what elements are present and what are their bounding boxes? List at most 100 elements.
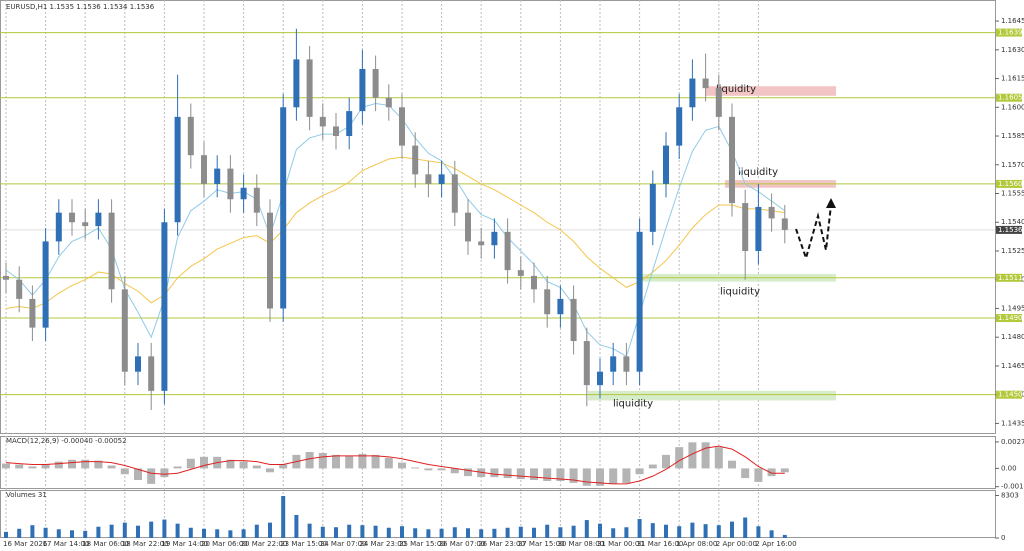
candle-body: [531, 275, 537, 290]
macd-bar: [411, 467, 420, 469]
volume-bar: [109, 524, 114, 538]
level-label: 1.1490: [998, 314, 1023, 322]
volume-bar: [690, 522, 695, 538]
volume-bar: [637, 519, 642, 538]
macd-title: MACD(12,26,9) -0.00040 -0.00052: [6, 437, 127, 445]
volume-bar: [83, 530, 88, 538]
macd-bar: [424, 468, 433, 471]
liquidity-zone: [706, 86, 836, 96]
zone-label: liquidity: [738, 167, 778, 178]
volume-bar: [466, 528, 470, 538]
volume-bar: [188, 527, 193, 538]
candle-body: [557, 298, 564, 315]
volume-bar: [598, 523, 602, 538]
macd-bar: [582, 468, 591, 486]
candle-body: [372, 68, 379, 98]
candle-body: [227, 168, 234, 200]
current-price: 1.1536: [998, 226, 1023, 234]
candle-body: [663, 145, 669, 184]
level-label: 1.1639: [998, 29, 1023, 37]
candle-body: [755, 206, 762, 251]
candle-body: [108, 212, 115, 290]
volume-bar: [782, 534, 787, 538]
volume-bar: [716, 525, 721, 538]
macd-bar: [54, 461, 63, 469]
x-tick-label: 24 Mar 23:00: [359, 540, 406, 548]
candle-body: [148, 356, 155, 391]
candle-body: [768, 206, 775, 219]
volume-bar: [505, 527, 510, 538]
candle-body: [55, 212, 62, 242]
macd-signal: [5, 445, 785, 485]
volume-bar: [769, 530, 774, 538]
y-tick-label: 1.1540: [1001, 218, 1024, 226]
candle-body: [16, 279, 23, 299]
y-tick-label: 0.00: [1001, 464, 1017, 472]
candle-body: [95, 212, 102, 227]
y-tick-label: 1.1495: [1001, 304, 1024, 312]
macd-bar: [371, 454, 380, 469]
volume-bar: [360, 525, 365, 538]
candle-body: [135, 356, 141, 372]
y-tick-label: 8303: [1001, 491, 1019, 499]
volume-bar: [202, 528, 206, 538]
candle-body: [781, 218, 788, 230]
volume-bar: [268, 522, 272, 538]
volume-bar: [756, 526, 761, 538]
macd-bar: [688, 442, 697, 469]
macd-bar: [754, 468, 763, 482]
candle-body: [597, 371, 603, 386]
volume-bar: [452, 527, 457, 538]
macd-bar: [398, 462, 406, 469]
candle-body: [29, 298, 36, 328]
volume-bar: [532, 527, 536, 538]
y-tick-label: 1.1645: [1001, 17, 1024, 25]
volume-bar: [426, 529, 431, 538]
level-label-box: [996, 179, 1022, 188]
x-tick-label: 25 Mar 15:00: [399, 540, 446, 548]
macd-bar: [675, 447, 684, 469]
volume-bar: [650, 523, 655, 538]
volume-bar: [122, 522, 127, 538]
candle-body: [491, 231, 498, 246]
candle-body: [174, 116, 181, 223]
y-tick-label: 0: [1001, 534, 1005, 542]
volume-bar: [664, 524, 668, 538]
volume-bar: [677, 526, 682, 538]
x-tick-label: 1 Apr 08:00: [676, 540, 717, 548]
y-tick-label: 1.1435: [1001, 419, 1024, 427]
x-tick-label: 27 Mar 15:00: [518, 540, 565, 548]
macd-bar: [173, 466, 182, 469]
y-tick-label: 1.1600: [1001, 103, 1024, 111]
price-panel: [0, 0, 996, 434]
x-tick-label: 26 Mar 23:00: [478, 540, 525, 548]
x-tick-label: 23 Mar 15:00: [280, 540, 327, 548]
x-tick-label: 31 Mar 00:00: [597, 540, 644, 548]
macd-bar: [345, 455, 354, 469]
x-tick-label: 31 Mar 16:00: [637, 540, 684, 548]
macd-bar: [556, 468, 565, 481]
volume-bar: [611, 528, 616, 538]
level-label: 1.1450: [998, 391, 1023, 399]
macd-bar: [332, 454, 340, 469]
volume-bar: [386, 527, 391, 538]
volume-bar: [703, 524, 708, 538]
candle-body: [465, 212, 471, 242]
candle-body: [399, 107, 405, 146]
volume-bar: [518, 526, 523, 538]
macd-bar: [569, 468, 578, 483]
macd-bar: [767, 468, 776, 477]
macd-bar: [318, 452, 327, 469]
candle-body: [438, 174, 445, 184]
macd-panel: [0, 436, 996, 489]
candle-body: [333, 126, 339, 137]
level-label: 1.1605: [998, 94, 1023, 102]
volume-title: Volumes 31: [6, 491, 47, 499]
volume-bar: [347, 524, 352, 538]
macd-bar: [147, 468, 156, 484]
macd-bar: [81, 459, 90, 469]
x-tick-label: 19 Mar 14:00: [161, 540, 208, 548]
macd-bar: [15, 464, 24, 469]
macd-bar: [305, 451, 314, 469]
